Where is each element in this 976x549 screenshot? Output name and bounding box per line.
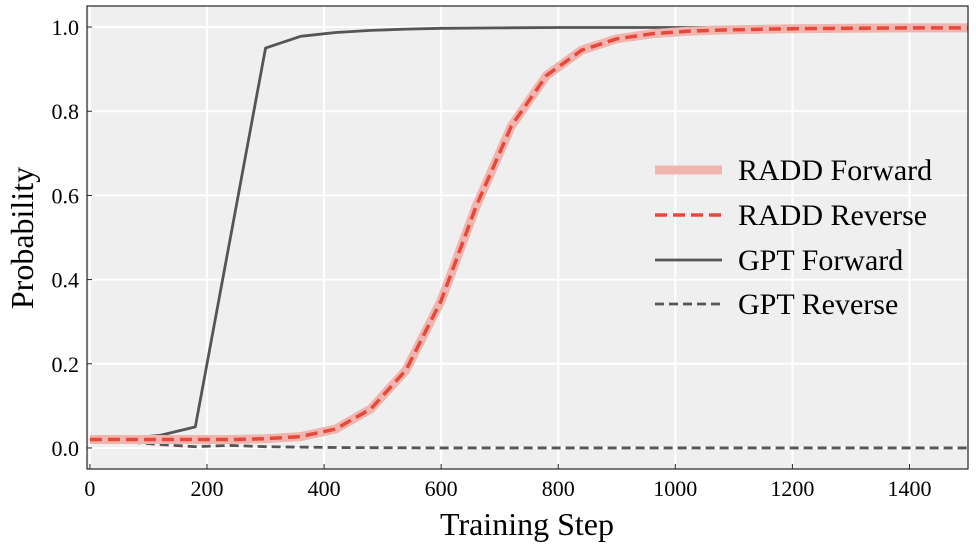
x-tick-label: 1400 (887, 476, 931, 501)
y-axis-title: Probability (4, 167, 40, 309)
y-tick-label: 0.6 (52, 183, 80, 208)
x-tick-label: 1000 (653, 476, 697, 501)
y-tick-label: 1.0 (52, 15, 80, 40)
series-line-gpt-forward (89, 25, 968, 441)
y-tick-label: 0.8 (52, 99, 80, 124)
x-tick-label: 400 (308, 476, 341, 501)
legend-label-radd-forward: RADD Forward (738, 154, 932, 187)
x-tick-label: 800 (542, 476, 575, 501)
plot-area-background (87, 6, 968, 469)
x-tick-label: 1200 (770, 476, 814, 501)
y-tick-label: 0.0 (52, 436, 80, 461)
axis-ticks: 0 200 400 600 800 1000 1200 1400 0.0 0.2 0.4 0.6 0.8… (52, 15, 932, 501)
plot-frame (86, 5, 969, 470)
legend: RADD Forward RADD Reverse GPT Forward GPT R… (655, 154, 932, 321)
legend-label-gpt-forward: GPT Forward (738, 244, 903, 277)
series-lines (89, 23, 968, 450)
series-line-gpt-reverse (89, 438, 968, 450)
x-tick-label: 600 (425, 476, 458, 501)
legend-label-gpt-reverse: GPT Reverse (738, 288, 898, 321)
y-tick-label: 0.4 (52, 268, 80, 293)
x-axis-title: Training Step (440, 506, 614, 542)
legend-label-radd-reverse: RADD Reverse (738, 199, 927, 232)
x-tick-label: 0 (84, 476, 95, 501)
y-tick-label: 0.2 (52, 352, 80, 377)
series-line-radd-reverse (89, 26, 968, 442)
x-tick-label: 200 (191, 476, 224, 501)
